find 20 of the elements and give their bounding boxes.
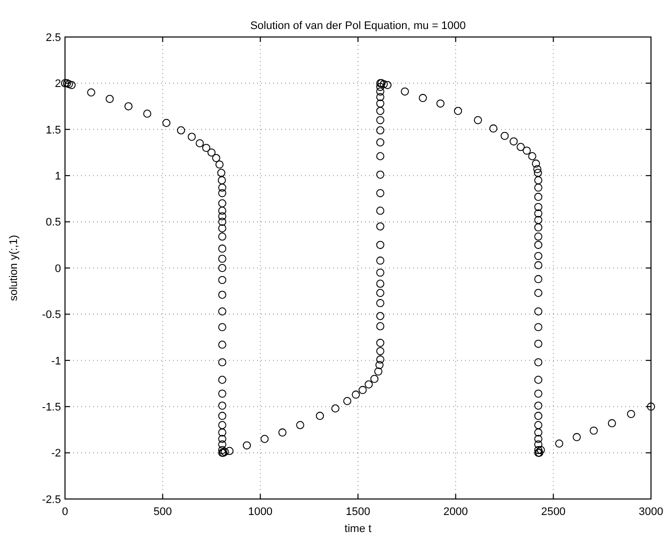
y-tick-label: -2.5 [42,494,61,506]
x-tick-label: 2000 [443,506,468,518]
x-tick-label: 500 [153,506,172,518]
y-tick-label: 2.5 [46,32,61,44]
y-axis-title: solution y(:,1) [8,234,20,302]
x-tick-label: 1500 [346,506,370,518]
y-tick-label: -0.5 [42,309,61,322]
x-axis-title: time t [344,523,372,535]
x-tick-label: 2500 [541,506,566,518]
y-tick-label: -1 [51,355,61,368]
y-tick-label: 1.5 [46,124,61,136]
y-tick-label: -1.5 [42,401,61,414]
y-tick-label: -2 [51,448,61,460]
y-tick-label: 0 [54,262,61,275]
x-tick-label: 3000 [638,506,664,518]
chart-title: Solution of van der Pol Equation, mu = 1000 [250,20,466,32]
y-tick-label: 1 [54,170,61,182]
y-tick-label: 2 [54,78,61,90]
x-tick-label: 1000 [248,506,273,518]
y-tick-label: 0.5 [46,216,61,229]
